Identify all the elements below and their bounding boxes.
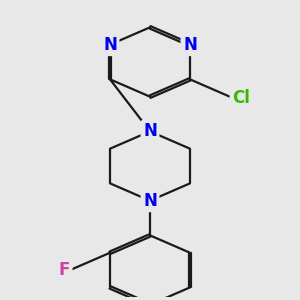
Text: F: F xyxy=(59,261,70,279)
Text: N: N xyxy=(143,122,157,140)
Text: Cl: Cl xyxy=(232,89,250,107)
Text: N: N xyxy=(143,192,157,210)
Text: N: N xyxy=(103,36,117,54)
Text: N: N xyxy=(183,36,197,54)
